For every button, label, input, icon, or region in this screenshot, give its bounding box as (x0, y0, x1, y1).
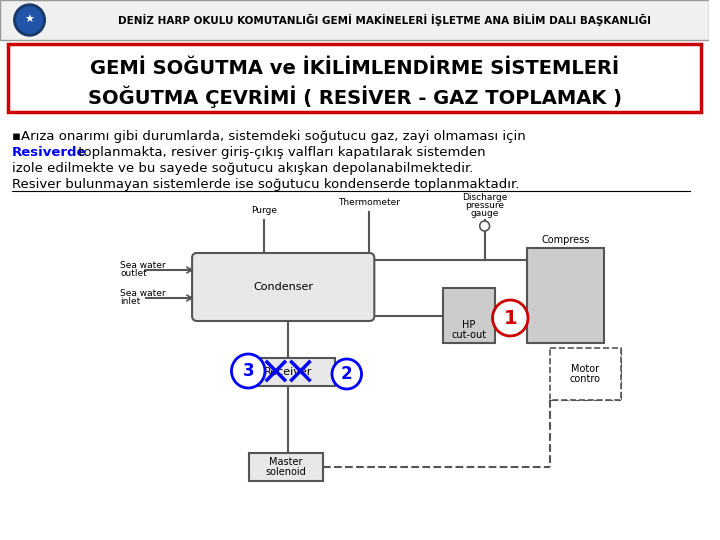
Bar (8, 44, 701, 112)
Text: 1: 1 (503, 308, 517, 327)
Text: Sea water: Sea water (120, 288, 166, 298)
Circle shape (480, 221, 490, 231)
FancyBboxPatch shape (192, 253, 374, 321)
Bar (444, 288, 495, 343)
Text: Resiver bulunmayan sistemlerde ise soğutucu kondenserde toplanmaktadır.: Resiver bulunmayan sistemlerde ise soğut… (12, 178, 519, 191)
Text: izole edilmekte ve bu sayede soğutucu akışkan depolanabilmektedir.: izole edilmekte ve bu sayede soğutucu ak… (12, 162, 473, 175)
Text: SOĞUTMA ÇEVRİMİ ( RESİVER - GAZ TOPLAMAK ): SOĞUTMA ÇEVRİMİ ( RESİVER - GAZ TOPLAMAK… (88, 86, 621, 108)
Text: GEMİ SOĞUTMA ve İKİLİMLENDİRME SİSTEMLERİ: GEMİ SOĞUTMA ve İKİLİMLENDİRME SİSTEMLER… (90, 58, 619, 78)
Text: ★: ★ (24, 15, 35, 25)
Text: Resiverde: Resiverde (12, 146, 86, 159)
Text: Compress: Compress (541, 235, 590, 245)
Circle shape (14, 4, 45, 36)
Text: Purge: Purge (251, 206, 277, 215)
Text: Master: Master (269, 457, 303, 467)
Circle shape (17, 7, 42, 33)
Bar (527, 248, 604, 343)
Text: 3: 3 (243, 362, 254, 380)
Text: toplanmakta, resiver giriş-çıkış valfları kapatılarak sistemden: toplanmakta, resiver giriş-çıkış valflar… (74, 146, 485, 159)
Text: Thermometer: Thermometer (338, 198, 400, 207)
Text: cut-out: cut-out (451, 330, 487, 341)
Text: Condenser: Condenser (253, 282, 313, 292)
Text: ▪Arıza onarımı gibi durumlarda, sistemdeki soğutucu gaz, zayi olmaması için: ▪Arıza onarımı gibi durumlarda, sistemde… (12, 130, 526, 143)
Circle shape (332, 359, 361, 389)
Bar (249, 453, 323, 481)
Bar (549, 348, 621, 400)
Text: Discharge: Discharge (462, 193, 508, 202)
Text: pressure: pressure (465, 201, 504, 210)
Text: solenoid: solenoid (266, 467, 307, 477)
Text: DENİZ HARP OKULU KOMUTANLIĞI GEMİ MAKİNELERİ İŞLETME ANA BİLİM DALI BAŞKANLIĞI: DENİZ HARP OKULU KOMUTANLIĞI GEMİ MAKİNE… (117, 14, 651, 26)
Text: outlet: outlet (120, 269, 147, 279)
Text: Receiver: Receiver (264, 367, 312, 377)
Text: HP: HP (462, 321, 476, 330)
Text: contro: contro (570, 374, 600, 384)
Text: inlet: inlet (120, 298, 140, 307)
Text: Sea water: Sea water (120, 260, 166, 269)
Bar (0, 0, 709, 40)
Bar (241, 358, 335, 386)
Bar (0, 0, 709, 40)
Circle shape (232, 354, 265, 388)
Text: 2: 2 (341, 365, 353, 383)
Text: Motor: Motor (571, 364, 599, 374)
Circle shape (492, 300, 528, 336)
Text: gauge: gauge (470, 209, 499, 218)
